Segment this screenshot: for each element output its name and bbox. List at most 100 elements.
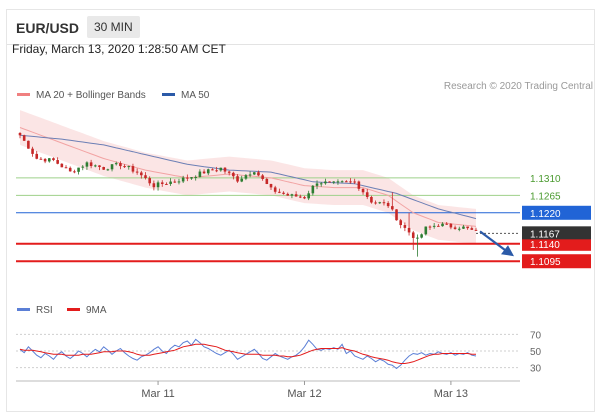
timeframe-badge[interactable]: 30 MIN (87, 16, 140, 38)
candle-body (148, 178, 151, 184)
legend-9ma: 9MA (67, 305, 107, 316)
candle-body (298, 196, 302, 198)
candle-body (261, 175, 264, 179)
candle-body (265, 178, 269, 184)
candle-body (223, 167, 227, 172)
candle-body (428, 226, 432, 228)
candle-body (361, 188, 365, 193)
candle-body (365, 192, 369, 197)
candle-body (407, 227, 411, 233)
candle-body (39, 158, 43, 160)
9ma-swatch-icon (67, 307, 80, 311)
candle-body (353, 181, 356, 183)
candle-body (282, 192, 285, 194)
candle-body (273, 187, 277, 192)
candle-body (286, 193, 290, 196)
candle-body (31, 148, 34, 154)
candle-body (453, 227, 457, 229)
chart-widget: EUR/USD 30 MIN (6, 9, 595, 412)
candle-body (144, 175, 147, 179)
candle-body (160, 182, 164, 184)
legend-ma20-label: MA 20 + Bollinger Bands (36, 90, 146, 101)
candle-body (432, 225, 436, 227)
candle-body (474, 229, 478, 231)
candle-body (202, 171, 206, 174)
candle-body (349, 181, 352, 183)
candle-body (382, 202, 386, 204)
candle-body (391, 206, 394, 210)
candle-body (60, 163, 64, 168)
candle-body (47, 158, 51, 162)
research-credit: Research © 2020 Trading Central (443, 81, 593, 92)
candle-body (257, 172, 260, 176)
candle-body (303, 197, 306, 199)
candle-body (378, 202, 382, 204)
ma20-swatch-icon (17, 92, 30, 96)
candle-body (110, 164, 114, 170)
level-label-1.1140: 1.1140 (530, 240, 560, 251)
candle-body (127, 166, 131, 168)
timestamp: Friday, March 13, 2020 1:28:50 AM CET (12, 42, 226, 56)
candle-body (206, 169, 210, 174)
level-label-1.1220: 1.1220 (530, 209, 561, 220)
candle-body (411, 232, 415, 238)
candle-body (18, 132, 22, 136)
candle-body (332, 181, 336, 183)
candle-body (227, 171, 231, 173)
candle-body (181, 177, 185, 182)
candle-body (85, 162, 89, 167)
candle-body (240, 178, 244, 182)
level-tag-1.1220 (522, 205, 591, 220)
candle-body (56, 160, 59, 164)
rsi-line (19, 338, 477, 370)
candle-body (73, 171, 76, 173)
candle-body (236, 176, 239, 182)
candle-body (457, 228, 461, 230)
candle-body (194, 176, 198, 178)
candle-body (311, 185, 315, 194)
legend-ma20: MA 20 + Bollinger Bands (17, 90, 146, 101)
legend-9ma-label: 9MA (86, 305, 107, 316)
legend-rsi-label: RSI (36, 305, 53, 316)
candle-body (52, 158, 55, 161)
candle-body (114, 163, 118, 165)
candle-body (315, 183, 319, 186)
candle-body (106, 169, 110, 171)
candle-body (424, 226, 428, 235)
candle-body (232, 172, 235, 177)
candle-body (43, 158, 47, 162)
candle-body (269, 183, 273, 188)
candle-body (219, 167, 223, 171)
candle-body (328, 181, 331, 183)
level-label-1.1265: 1.1265 (530, 191, 561, 202)
candle-body (81, 166, 85, 168)
candle-body (119, 163, 122, 167)
candle-body (64, 167, 68, 169)
candle-body (319, 183, 323, 185)
candle-body (395, 209, 398, 221)
candle-body (403, 225, 407, 228)
ma50-line (19, 134, 477, 220)
candle-body (374, 202, 377, 204)
x-tick-label: Mar 12 (287, 388, 321, 400)
candle-body (98, 165, 101, 168)
candle-body (131, 166, 135, 172)
candle-body (198, 171, 202, 177)
candle-body (345, 181, 348, 183)
candlesticks (18, 132, 478, 257)
candle-body (22, 135, 26, 141)
candle-body (278, 191, 281, 193)
candle-body (173, 181, 177, 183)
candle-body (290, 194, 294, 196)
candle-body (140, 172, 143, 176)
candle-body (27, 140, 30, 149)
x-tick-label: Mar 11 (141, 388, 174, 400)
last-price-tag (522, 226, 591, 240)
candle-body (102, 167, 105, 170)
bollinger-band-area (20, 110, 476, 244)
x-axis: Mar 11 Mar 12 Mar 13 (16, 380, 520, 400)
9ma-line (19, 343, 476, 364)
candle-body (466, 226, 469, 229)
candle-body (386, 202, 390, 207)
